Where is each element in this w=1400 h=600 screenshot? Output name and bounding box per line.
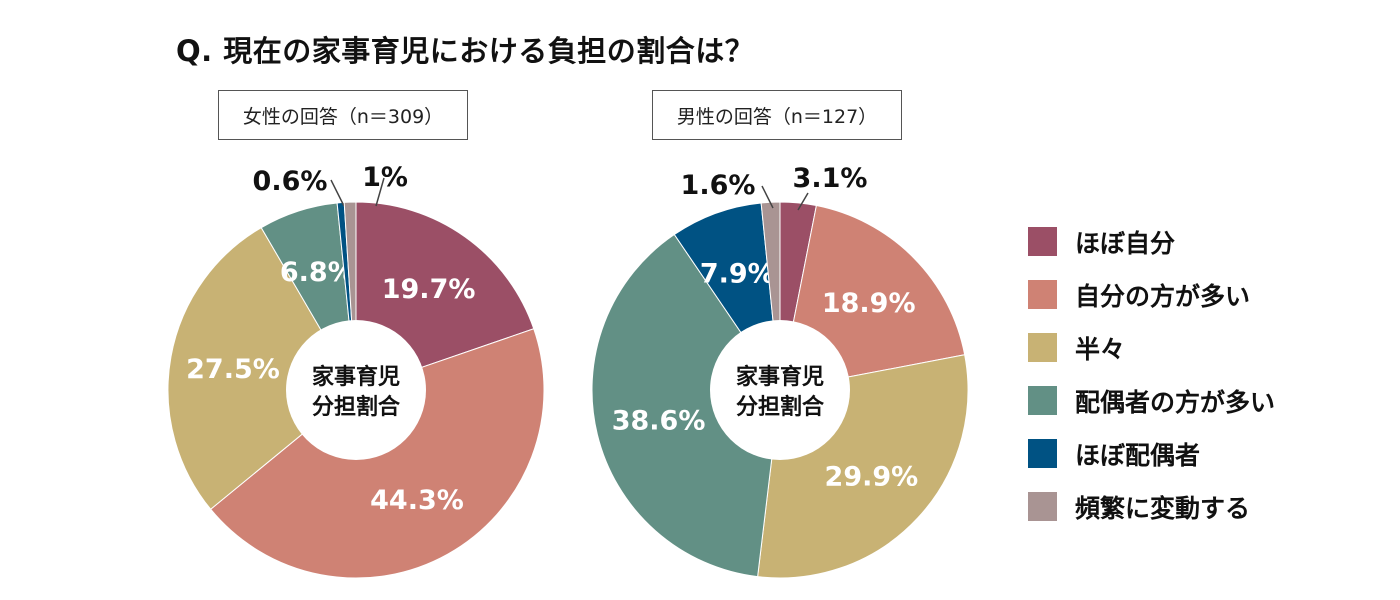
data-label: 44.3% xyxy=(370,485,464,516)
data-label: 27.5% xyxy=(186,354,280,385)
legend-item: ほぼ配偶者 xyxy=(1028,427,1275,480)
legend: ほぼ自分 自分の方が多い 半々 配偶者の方が多い ほぼ配偶者 頻繁に変動する xyxy=(1028,215,1275,533)
data-label: 1.6% xyxy=(681,170,756,201)
leader-line xyxy=(375,177,385,207)
legend-label: ほぼ自分 xyxy=(1075,228,1176,258)
data-label: 6.8% xyxy=(280,257,355,288)
legend-label: 自分の方が多い xyxy=(1075,281,1251,311)
data-label: 3.1% xyxy=(793,163,868,194)
legend-item: 自分の方が多い xyxy=(1028,268,1275,321)
men-subtitle-box: 男性の回答（n＝127） xyxy=(652,90,902,140)
legend-swatch xyxy=(1028,227,1057,256)
legend-swatch xyxy=(1028,492,1057,521)
women-subtitle-box: 女性の回答（n＝309） xyxy=(218,90,468,140)
pie-slice xyxy=(167,226,357,510)
donut-hole xyxy=(286,320,426,460)
legend-swatch xyxy=(1028,333,1057,362)
legend-swatch xyxy=(1028,386,1057,415)
center-label: 家事育児 xyxy=(312,364,400,390)
legend-item: ほぼ自分 xyxy=(1028,215,1275,268)
pie-slice xyxy=(591,233,781,578)
leader-line xyxy=(330,179,345,207)
data-label: 7.9% xyxy=(700,259,775,290)
legend-swatch xyxy=(1028,280,1057,309)
data-label: 29.9% xyxy=(825,461,919,492)
leader-line xyxy=(797,192,809,211)
center-label: 分担割合 xyxy=(312,394,401,420)
center-label: 分担割合 xyxy=(736,394,825,420)
data-label: 19.7% xyxy=(382,274,476,305)
data-label: 0.6% xyxy=(253,166,328,197)
data-label: 18.9% xyxy=(822,288,916,319)
chart-title: Q. 現在の家事育児における負担の割合は？ xyxy=(176,34,755,68)
legend-item: 半々 xyxy=(1028,321,1275,374)
legend-label: 半々 xyxy=(1075,334,1126,364)
data-label: 1% xyxy=(362,162,408,193)
legend-label: ほぼ配偶者 xyxy=(1075,440,1201,470)
legend-swatch xyxy=(1028,439,1057,468)
legend-item: 配偶者の方が多い xyxy=(1028,374,1275,427)
data-label: 38.6% xyxy=(612,406,706,437)
leader-line xyxy=(761,185,774,209)
legend-item: 頻繁に変動する xyxy=(1028,480,1275,533)
legend-label: 頻繁に変動する xyxy=(1075,493,1251,523)
center-label: 家事育児 xyxy=(736,364,824,390)
donut-hole xyxy=(710,320,850,460)
legend-label: 配偶者の方が多い xyxy=(1075,387,1276,417)
